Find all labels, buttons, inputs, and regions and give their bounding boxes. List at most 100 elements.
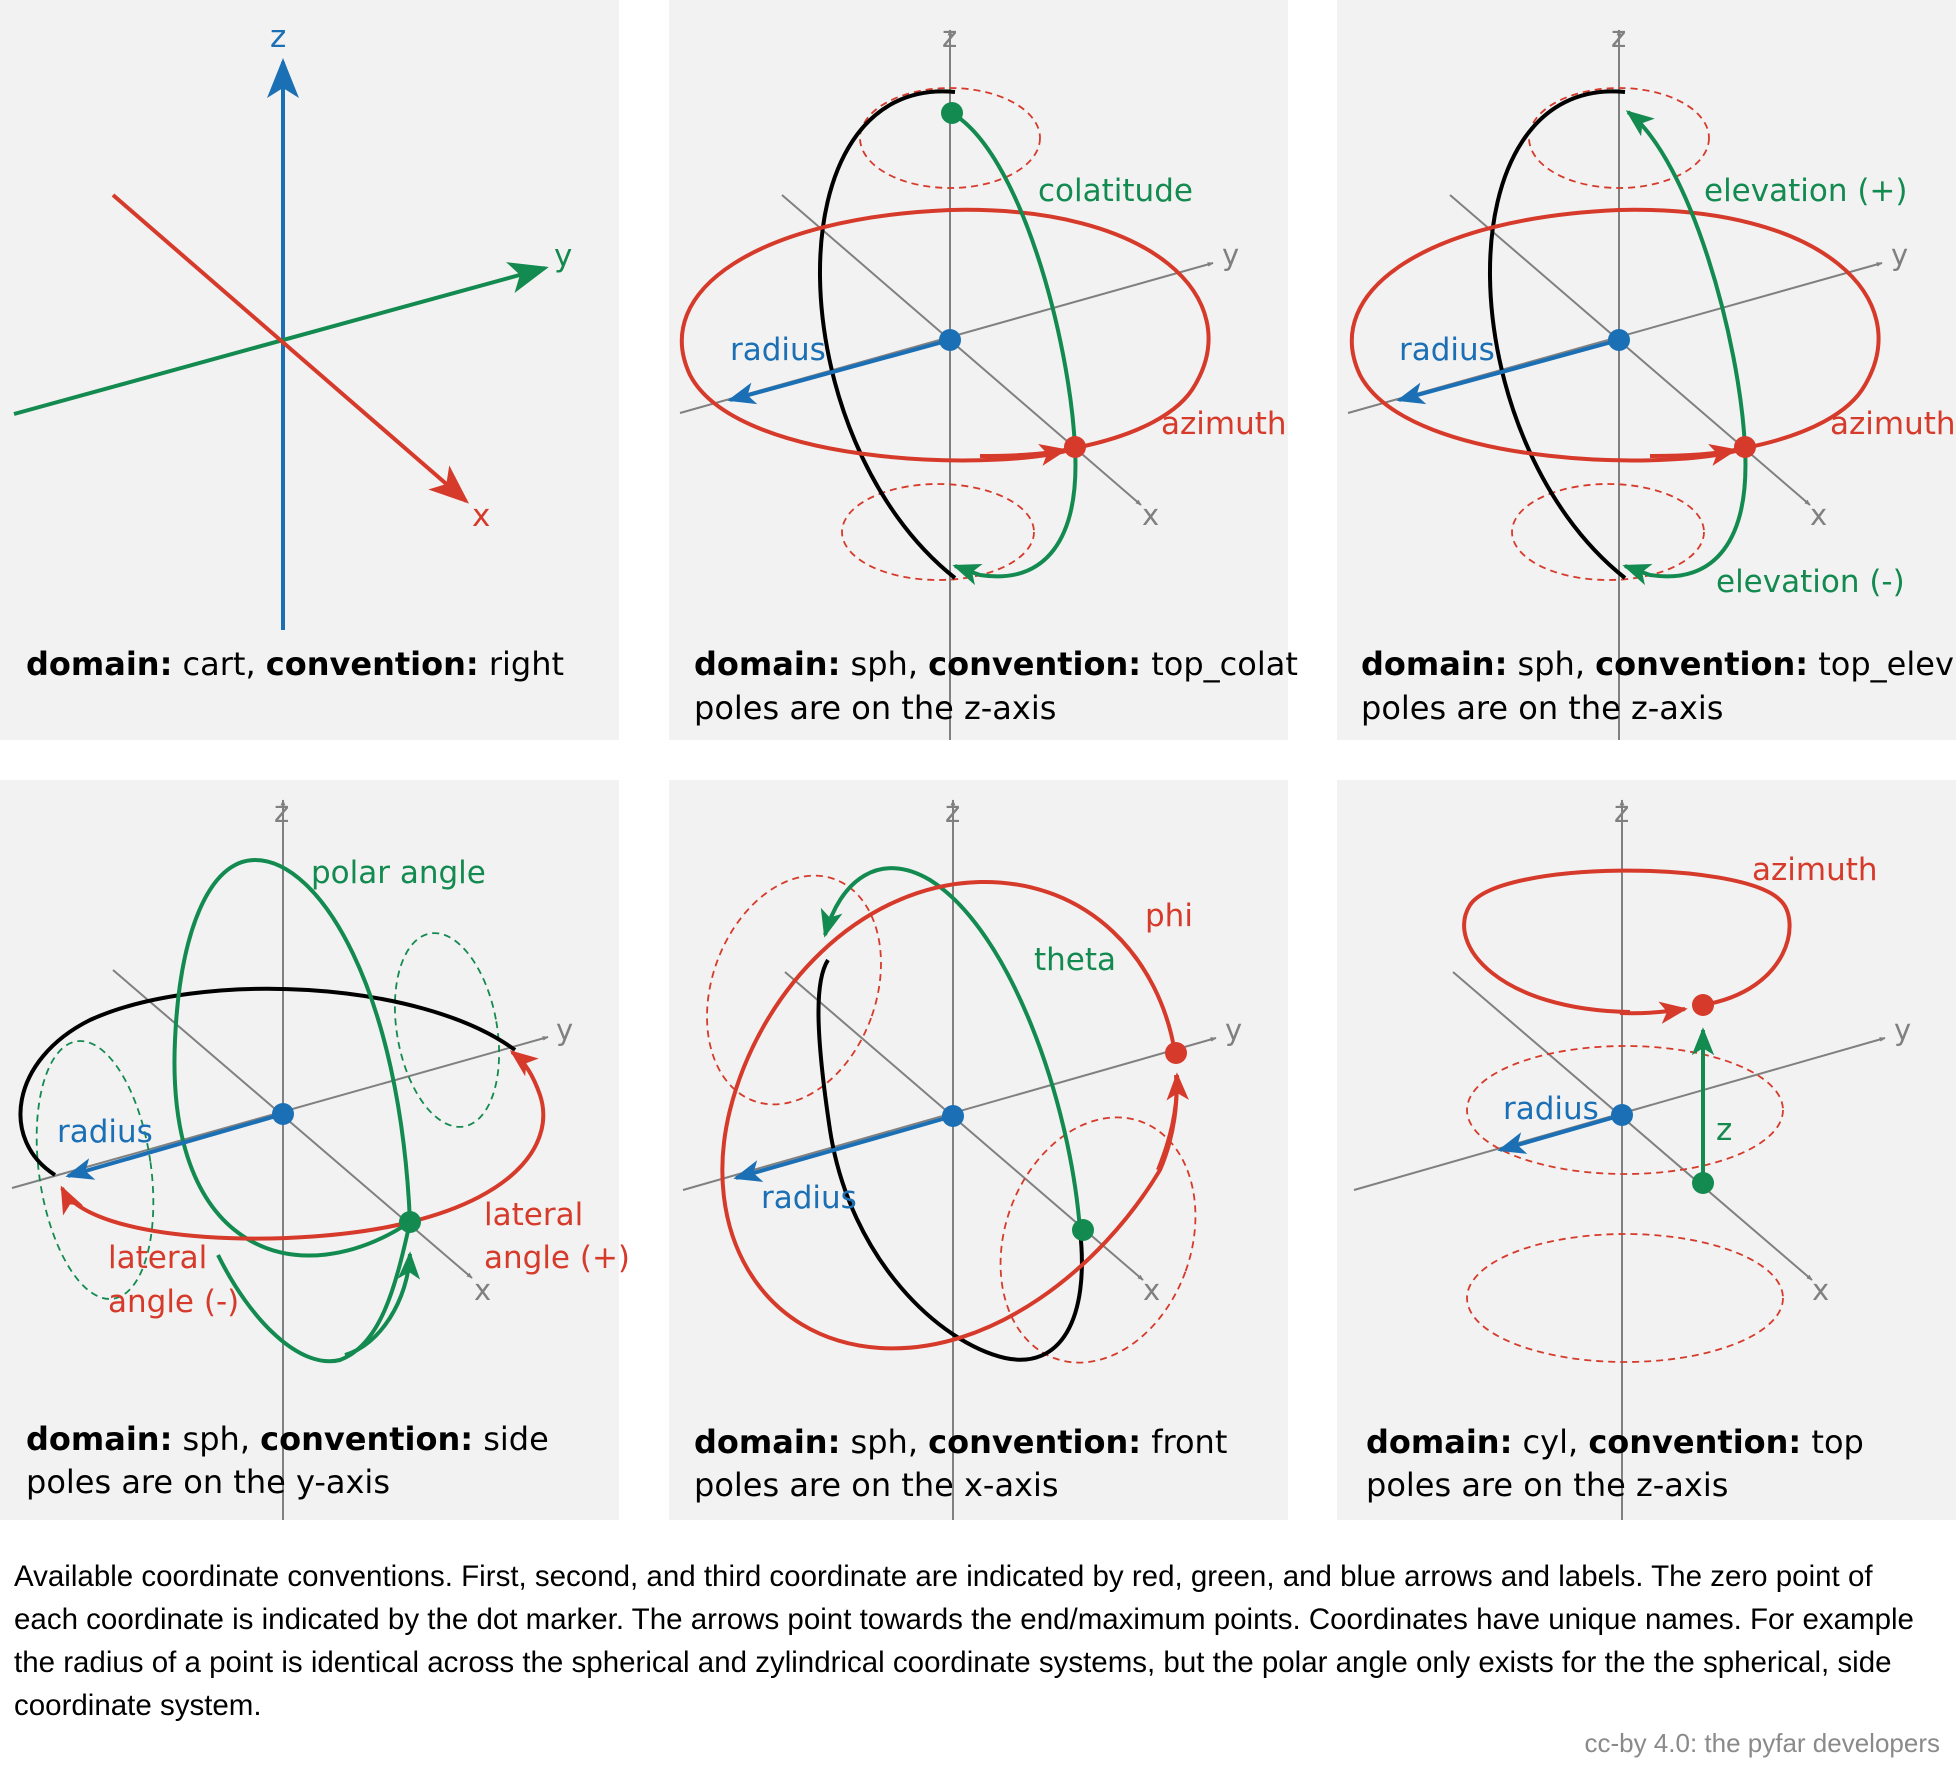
azimuth-arrow: [979, 443, 1068, 466]
origin-dot: [272, 1103, 294, 1125]
y-axis-label: y: [1225, 1013, 1242, 1047]
radius-label: radius: [730, 332, 826, 368]
azimuth-circle: [679, 207, 1211, 463]
constant-phi-circle-back: [706, 874, 882, 1106]
origin-dot: [942, 1105, 964, 1127]
panel-sph-top-elev: z y x elevation (+) radius azimuth eleva…: [1337, 0, 1956, 740]
azimuth-arrow: [1649, 443, 1738, 466]
z-axis-label: z: [1614, 795, 1629, 829]
theta-zero-dot: [1072, 1219, 1094, 1241]
origin-dot: [1611, 1104, 1633, 1126]
phi-zero-dot: [1165, 1042, 1187, 1064]
azimuth-zero-dot: [1064, 436, 1086, 458]
theta-arrow: [820, 866, 1082, 1231]
polar-angle-tail: [216, 1221, 412, 1364]
x-axis-label: x: [472, 498, 490, 534]
horizontal-back-arc: [18, 986, 517, 1177]
panel-background: [1337, 0, 1956, 740]
elevation-negative-arrow: [1622, 447, 1748, 586]
x-axis-label: x: [1142, 498, 1159, 532]
panel-background: [669, 780, 1288, 1520]
x-axis: [1452, 971, 1813, 1281]
credit-line: cc-by 4.0: the pyfar developers: [1584, 1728, 1940, 1758]
lateral-angle-negative-label-line2: angle (-): [108, 1284, 239, 1320]
polar-angle-arrow: [344, 1251, 421, 1357]
constant-z-circle-middle: [1466, 1045, 1784, 1175]
panel-cyl-top: z y x azimuth radius z domain: cyl, conv…: [1337, 780, 1956, 1520]
panel-caption-line1: domain: sph, convention: top_elev: [1361, 645, 1954, 683]
lateral-angle-negative-arrow: [60, 1185, 411, 1241]
lateral-angle-positive-label-line1: lateral: [484, 1197, 583, 1233]
panel-background: [0, 780, 619, 1520]
elevation-negative-label: elevation (-): [1716, 564, 1905, 600]
panel-cart-right: z y x domain: cart, convention: right: [0, 0, 619, 740]
panel-sph-front: z y x phi theta radius domain: sph, conv…: [669, 780, 1288, 1520]
constant-z-circle-bottom: [1466, 1233, 1784, 1363]
colatitude-zero-dot: [941, 102, 963, 124]
origin-dot: [1608, 329, 1630, 351]
z-axis-label: z: [942, 20, 957, 54]
constant-polar-circle-left: [35, 1040, 155, 1300]
y-axis-label: y: [554, 238, 572, 274]
panel-caption-line1: domain: sph, convention: top_colat: [694, 645, 1298, 683]
meridian-back-arc: [818, 89, 957, 580]
constant-colatitude-circle-bottom: [841, 483, 1035, 581]
panel-caption-line2: poles are on the z-axis: [694, 689, 1056, 727]
figure-caption: Available coordinate conventions. First,…: [14, 1560, 1914, 1722]
panel-background: [669, 0, 1288, 740]
polar-angle-zero-dot: [399, 1211, 421, 1233]
colatitude-arrow: [949, 110, 1078, 586]
lateral-angle-positive-arrow: [409, 1050, 546, 1224]
azimuth-zero-dot: [1692, 994, 1714, 1016]
azimuth-label: azimuth: [1830, 406, 1956, 442]
theta-label: theta: [1034, 942, 1116, 978]
panel-sph-side: z y x polar angle radius lateral angle (…: [0, 780, 630, 1520]
z-axis-label: z: [945, 795, 960, 829]
origin-dot: [939, 329, 961, 351]
lateral-angle-negative-label-line1: lateral: [108, 1240, 207, 1276]
constant-phi-circle-front: [999, 1116, 1197, 1364]
azimuth-arrow: [1619, 1001, 1688, 1024]
z-label: z: [1716, 1112, 1732, 1148]
azimuth-circle: [1349, 207, 1881, 463]
azimuth-label: azimuth: [1752, 852, 1878, 888]
radius-label: radius: [1503, 1091, 1599, 1127]
z-axis-label: z: [1611, 20, 1626, 54]
x-axis-arrow: [111, 193, 470, 504]
panel-caption-line1: domain: cyl, convention: top: [1366, 1423, 1864, 1461]
radius-arrow: [1497, 1113, 1623, 1154]
constant-elevation-circle-top: [1528, 87, 1710, 189]
panel-background: [0, 0, 619, 740]
panel-caption-line2: poles are on the z-axis: [1366, 1466, 1728, 1504]
colatitude-label: colatitude: [1038, 173, 1193, 209]
azimuth-circle: [1462, 868, 1792, 1014]
x-axis-label: x: [1810, 498, 1827, 532]
x-axis-label: x: [474, 1273, 491, 1307]
elevation-positive-arrow: [1625, 110, 1747, 449]
panel-caption-line2: poles are on the z-axis: [1361, 689, 1723, 727]
radius-arrow: [65, 1112, 284, 1180]
panel-caption-line1: domain: sph, convention: front: [694, 1423, 1227, 1461]
radius-label: radius: [57, 1114, 153, 1150]
radius-label: radius: [1399, 332, 1495, 368]
elevation-positive-label: elevation (+): [1704, 173, 1908, 209]
panel-sph-top-colat: z y x colatitude radius azimuth domain: …: [669, 0, 1298, 740]
y-axis-label: y: [1891, 238, 1908, 272]
azimuth-label: azimuth: [1161, 406, 1287, 442]
radius-arrow: [733, 1114, 954, 1182]
panel-caption-line1: domain: cart, convention: right: [26, 645, 564, 683]
constant-polar-circle-right: [394, 932, 500, 1128]
front-back-arc: [816, 958, 1084, 1362]
polar-angle-circle: [172, 857, 412, 1258]
panel-caption-line2: poles are on the y-axis: [26, 1463, 390, 1501]
phi-label: phi: [1145, 898, 1193, 934]
x-axis-label: x: [1812, 1273, 1829, 1307]
polar-angle-label: polar angle: [311, 855, 486, 891]
radius-label: radius: [761, 1180, 857, 1216]
lateral-angle-positive-label-line2: angle (+): [484, 1240, 630, 1276]
panel-caption-line2: poles are on the x-axis: [694, 1466, 1059, 1504]
z-axis-label: z: [270, 19, 286, 55]
phi-circle: [720, 879, 1179, 1351]
constant-elevation-circle-bottom: [1511, 483, 1705, 581]
